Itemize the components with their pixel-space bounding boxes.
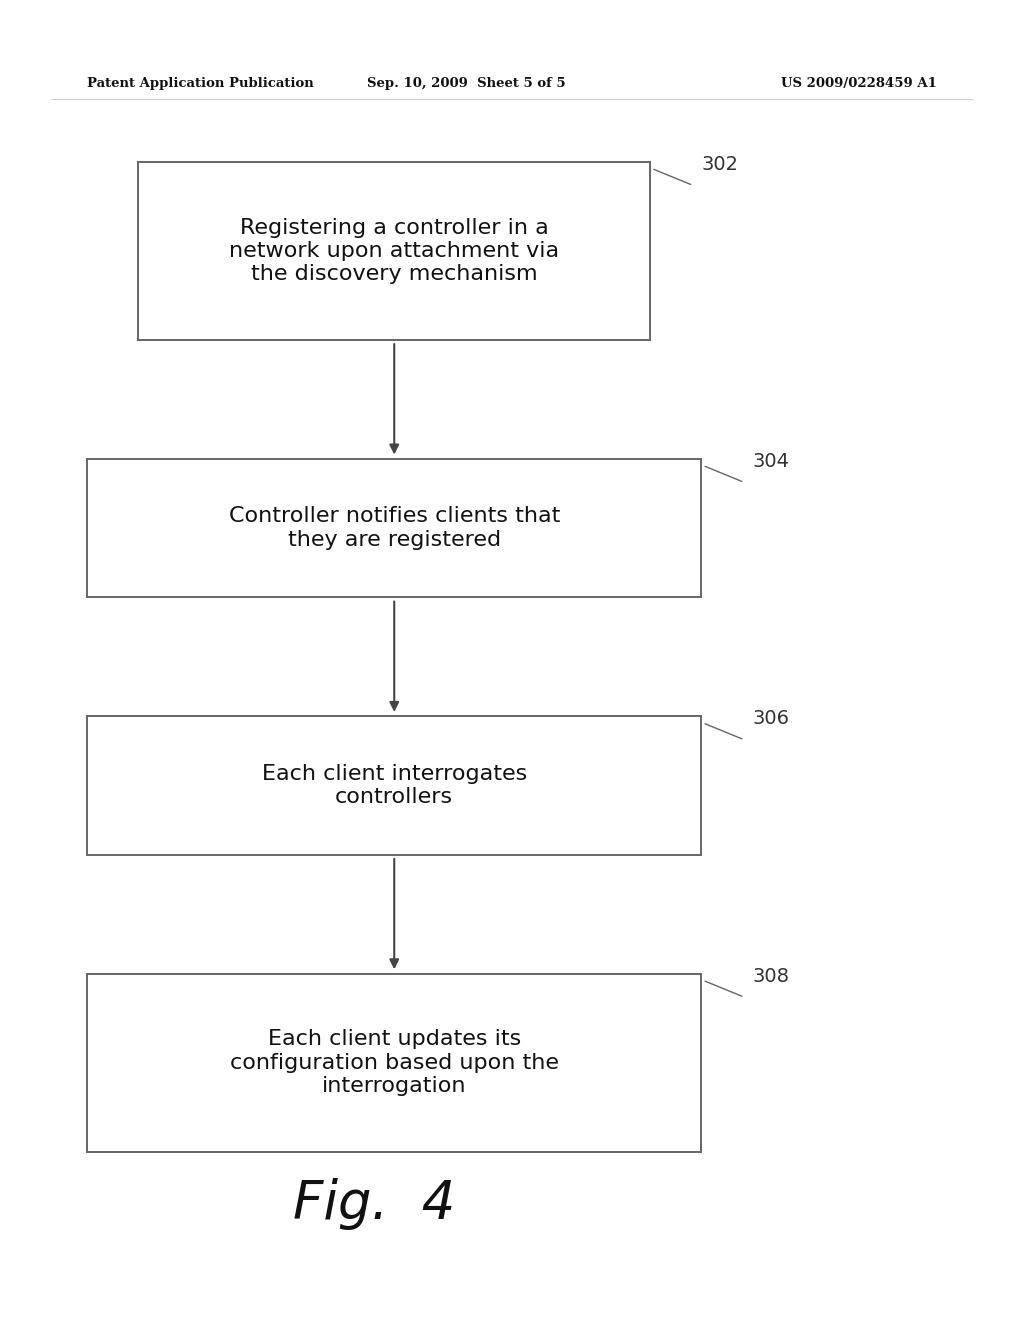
- Bar: [87, 459, 701, 597]
- Text: Patent Application Publication: Patent Application Publication: [87, 77, 313, 90]
- Text: Each client interrogates
controllers: Each client interrogates controllers: [261, 764, 527, 807]
- Text: 306: 306: [753, 710, 790, 729]
- Bar: [87, 974, 701, 1151]
- Bar: [87, 715, 701, 855]
- Text: US 2009/0228459 A1: US 2009/0228459 A1: [781, 77, 937, 90]
- Text: 302: 302: [701, 154, 738, 174]
- Text: 308: 308: [753, 966, 790, 986]
- Text: Registering a controller in a
network upon attachment via
the discovery mechanis: Registering a controller in a network up…: [229, 218, 559, 284]
- Bar: [138, 162, 650, 339]
- Text: Fig.  4: Fig. 4: [293, 1179, 455, 1230]
- Text: 304: 304: [753, 451, 790, 471]
- Text: Controller notifies clients that
they are registered: Controller notifies clients that they ar…: [228, 507, 560, 549]
- Text: Each client updates its
configuration based upon the
interrogation: Each client updates its configuration ba…: [229, 1030, 559, 1096]
- Text: Sep. 10, 2009  Sheet 5 of 5: Sep. 10, 2009 Sheet 5 of 5: [367, 77, 565, 90]
